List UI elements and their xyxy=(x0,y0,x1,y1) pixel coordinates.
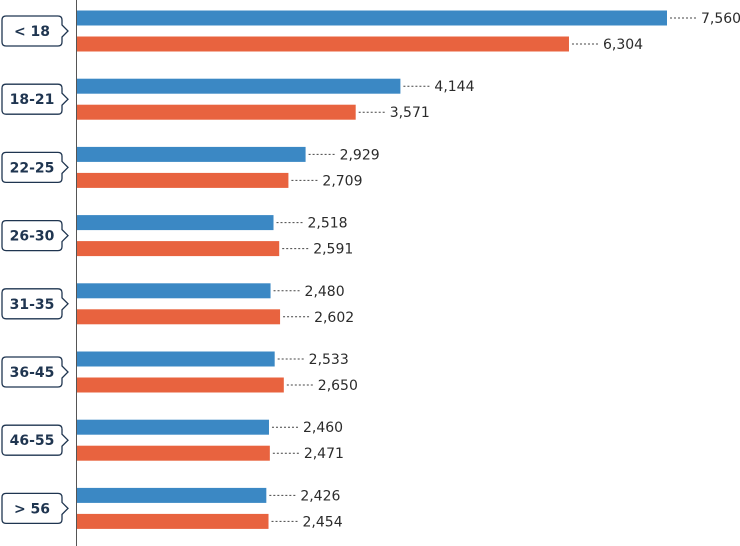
bar xyxy=(77,104,356,120)
value-label: 3,571 xyxy=(390,105,430,121)
value-label: 2,426 xyxy=(300,488,340,504)
bar xyxy=(77,215,274,231)
category-box xyxy=(1,492,69,525)
bar xyxy=(77,419,269,435)
value-label: 2,454 xyxy=(303,514,343,530)
category-box xyxy=(1,219,69,252)
value-label: 2,480 xyxy=(305,284,345,300)
category-label: < 18 xyxy=(14,24,50,40)
value-label: 7,560 xyxy=(701,11,740,27)
bar xyxy=(77,78,401,94)
category-label: 26-30 xyxy=(10,229,55,245)
category-label: 18-21 xyxy=(10,92,55,108)
bar xyxy=(77,172,289,188)
category-label: 46-55 xyxy=(10,433,55,449)
value-label: 2,533 xyxy=(309,352,349,368)
value-label: 2,591 xyxy=(313,242,353,258)
category-box xyxy=(1,151,69,184)
category-box xyxy=(1,83,69,115)
category-box xyxy=(1,15,69,47)
bar xyxy=(77,487,267,503)
bar xyxy=(77,10,667,26)
value-label: 2,929 xyxy=(340,147,380,163)
category-label: 31-35 xyxy=(10,297,55,313)
category-box xyxy=(1,288,69,320)
value-label: 2,471 xyxy=(304,446,344,462)
bar xyxy=(77,241,280,257)
value-label: 2,709 xyxy=(322,173,362,189)
category-label: > 56 xyxy=(14,501,50,517)
value-label: 2,650 xyxy=(318,378,358,394)
bar xyxy=(77,377,284,393)
bar xyxy=(77,309,281,325)
category-label: 22-25 xyxy=(10,160,55,176)
value-label: 2,518 xyxy=(308,216,348,232)
bar xyxy=(77,283,271,299)
category-box xyxy=(1,356,69,388)
value-label: 2,602 xyxy=(314,310,354,326)
value-label: 2,460 xyxy=(303,420,343,436)
bar xyxy=(77,351,275,367)
value-label: 6,304 xyxy=(603,37,643,53)
bar xyxy=(77,513,269,529)
bar xyxy=(77,445,270,461)
bar xyxy=(77,36,569,52)
value-label: 4,144 xyxy=(434,79,474,95)
category-label: 36-45 xyxy=(10,365,55,381)
bar xyxy=(77,146,306,162)
category-box xyxy=(1,424,69,456)
